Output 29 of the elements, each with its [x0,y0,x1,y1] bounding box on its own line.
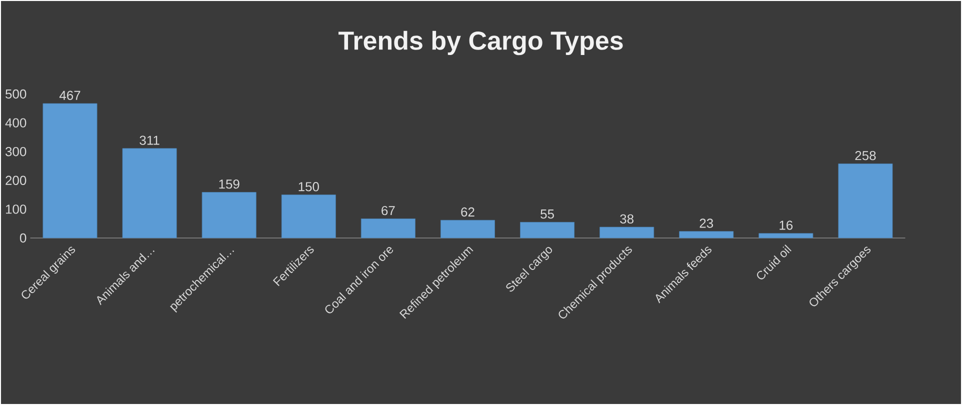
y-tick-label: 300 [6,146,26,156]
bar [440,220,495,238]
y-tick-label: 0 [20,233,26,243]
data-label: 258 [855,150,876,160]
y-tick-label: 100 [6,204,26,214]
data-label: 62 [461,207,474,217]
bar [520,222,575,238]
bar [758,233,814,238]
data-label: 67 [382,206,395,216]
data-label: 38 [620,214,634,224]
data-label: 55 [540,210,554,219]
bar [202,192,256,238]
data-label: 16 [780,220,793,230]
chart-title: Trends by Cargo Types [338,30,623,56]
data-label: 23 [700,218,714,228]
data-label: 467 [59,90,80,100]
data-label: 311 [140,136,160,145]
bar [281,194,336,238]
bar [600,226,654,238]
bar [838,163,893,238]
bar [42,103,98,238]
bar [360,218,416,238]
y-tick-label: 400 [5,118,26,128]
y-tick-label: 500 [6,89,26,99]
data-label: 159 [219,179,240,189]
data-label: 150 [298,182,319,192]
bar [122,148,177,238]
y-tick-label: 200 [6,176,26,185]
bar [679,231,734,238]
